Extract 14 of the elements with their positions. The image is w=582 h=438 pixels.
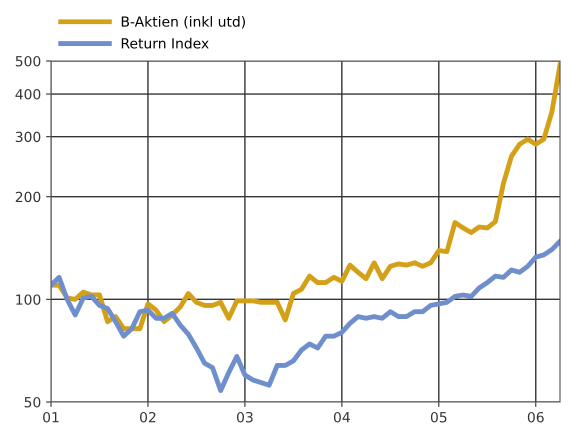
x-tick-label: 06	[528, 412, 544, 422]
x-tick-label: 04	[334, 412, 350, 422]
y-tick-label: 200	[16, 192, 40, 202]
y-tick-label: 100	[16, 294, 40, 305]
y-tick-label: 50	[24, 396, 40, 408]
y-tick-label: 500	[16, 56, 40, 66]
y-tick-label: 300	[16, 132, 40, 142]
x-tick-label: 02	[140, 412, 156, 422]
x-tick-label: 01	[43, 412, 59, 422]
y-tick-label: 400	[15, 89, 40, 100]
legend-label: B-Aktien (inkl utd)	[122, 16, 245, 28]
x-tick-label: 05	[430, 412, 446, 422]
legend-label: Return Index	[122, 38, 209, 49]
x-tick-label: 03	[236, 412, 253, 422]
